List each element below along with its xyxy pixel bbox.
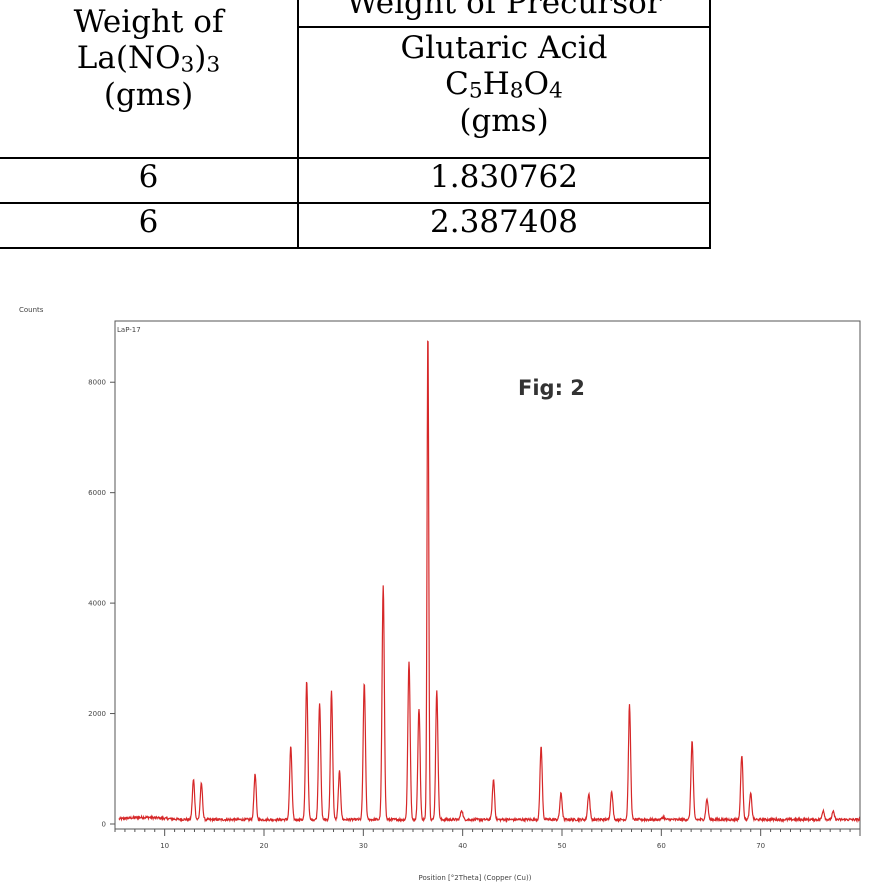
formula-subscript: 3 [206,51,221,77]
precursor-table: Weight of La(NO3)3 (gms) Weight of Precu… [0,0,880,260]
header-precursor-group: Weight of Precursor [346,0,662,21]
x-axis-label: Position [°2Theta] (Copper (Cu)) [419,874,532,882]
plot-frame [114,320,861,830]
formula-part: H [482,65,510,102]
x-tick-label: 20 [260,842,269,850]
formula-part: La(NO [76,39,181,76]
header-glutaric-formula: C5H8O4 [299,65,709,104]
formula-subscript: 5 [468,77,483,103]
header-glutaric-acid: Glutaric Acid C5H8O4 (gms) [299,30,709,139]
header-la-formula: La(NO3)3 [0,39,297,78]
x-axis: 10 20 30 40 50 60 70 [114,829,861,850]
formula-subscript: 4 [549,77,563,103]
table-rule [297,0,299,249]
formula-part: ) [194,39,207,76]
x-tick-label: 30 [359,842,368,850]
formula-subscript: 3 [180,51,195,77]
table-rule [0,157,711,159]
x-tick-label: 60 [657,842,666,850]
y-tick-label: 0 [102,821,106,829]
xrd-pattern-series [118,340,861,824]
formula-part: O [523,65,549,102]
x-tick-label: 40 [458,842,467,850]
table-rule [0,202,711,204]
y-tick-label: 2000 [88,710,106,718]
formula-subscript: 8 [509,77,524,103]
figure-label: Fig: 2 [518,376,585,400]
table-cell-la: 6 [138,204,159,240]
y-tick-label: 4000 [88,600,106,608]
header-la-units: (gms) [103,76,194,113]
table-rule [709,0,711,249]
y-axis: 0 2000 4000 6000 8000 [88,379,115,829]
y-tick-label: 8000 [88,379,106,387]
sample-label: LaP-17 [117,326,141,334]
header-la-line1: Weight of [73,4,224,40]
table-rule [297,26,711,28]
table-rule [0,247,711,249]
header-glutaric-name: Glutaric Acid [400,30,608,66]
table-cell-la: 6 [138,159,159,195]
y-axis-label: Counts [19,306,44,314]
header-la-nitrate: Weight of La(NO3)3 (gms) [0,4,297,113]
header-glutaric-units: (gms) [459,102,549,139]
x-tick-label: 70 [756,842,765,850]
table-cell-glutaric: 2.387408 [430,204,578,240]
table-cell-glutaric: 1.830762 [430,159,578,195]
y-tick-label: 6000 [88,489,106,497]
x-tick-label: 50 [558,842,567,850]
x-tick-label: 10 [160,842,169,850]
formula-part: C [445,65,469,102]
